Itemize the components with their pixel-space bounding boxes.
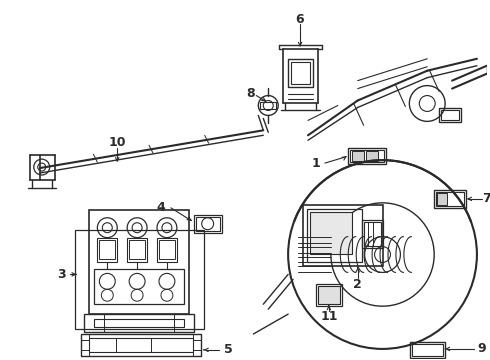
Bar: [74, 230, 204, 329]
Text: 8: 8: [246, 87, 255, 100]
Bar: [99, 240, 115, 260]
Bar: [89, 338, 193, 352]
Text: 4: 4: [157, 201, 165, 214]
Bar: [159, 240, 175, 260]
Text: 9: 9: [478, 342, 486, 355]
Bar: [318, 286, 340, 304]
Bar: [310, 212, 352, 253]
Bar: [291, 62, 310, 84]
Bar: [437, 193, 447, 205]
Bar: [193, 334, 201, 340]
Text: 6: 6: [296, 13, 304, 26]
Bar: [412, 344, 443, 356]
Bar: [194, 215, 221, 233]
Bar: [84, 314, 194, 332]
Bar: [364, 222, 381, 246]
Bar: [410, 342, 445, 358]
Bar: [362, 220, 383, 248]
Bar: [303, 205, 383, 266]
Bar: [95, 269, 184, 304]
Text: 7: 7: [483, 192, 490, 205]
Bar: [434, 190, 466, 208]
Bar: [260, 102, 276, 109]
Bar: [350, 150, 384, 162]
Bar: [89, 210, 189, 314]
Bar: [352, 151, 364, 161]
Text: 5: 5: [224, 343, 233, 356]
Bar: [316, 284, 342, 306]
Text: 1: 1: [312, 157, 320, 170]
Bar: [81, 334, 201, 356]
Bar: [193, 350, 201, 356]
Bar: [129, 240, 145, 260]
Text: 2: 2: [353, 278, 362, 291]
Text: 10: 10: [108, 136, 126, 149]
Bar: [95, 319, 184, 327]
Bar: [288, 59, 313, 87]
Bar: [196, 217, 220, 231]
Bar: [81, 350, 89, 356]
Bar: [157, 238, 177, 262]
Text: 3: 3: [57, 268, 66, 281]
Bar: [127, 238, 147, 262]
Bar: [366, 151, 378, 161]
Bar: [98, 238, 117, 262]
Bar: [348, 148, 386, 164]
Bar: [441, 111, 459, 120]
Bar: [436, 192, 464, 206]
Bar: [307, 209, 362, 262]
Bar: [81, 334, 89, 340]
Text: 11: 11: [320, 310, 338, 323]
Bar: [439, 108, 461, 122]
